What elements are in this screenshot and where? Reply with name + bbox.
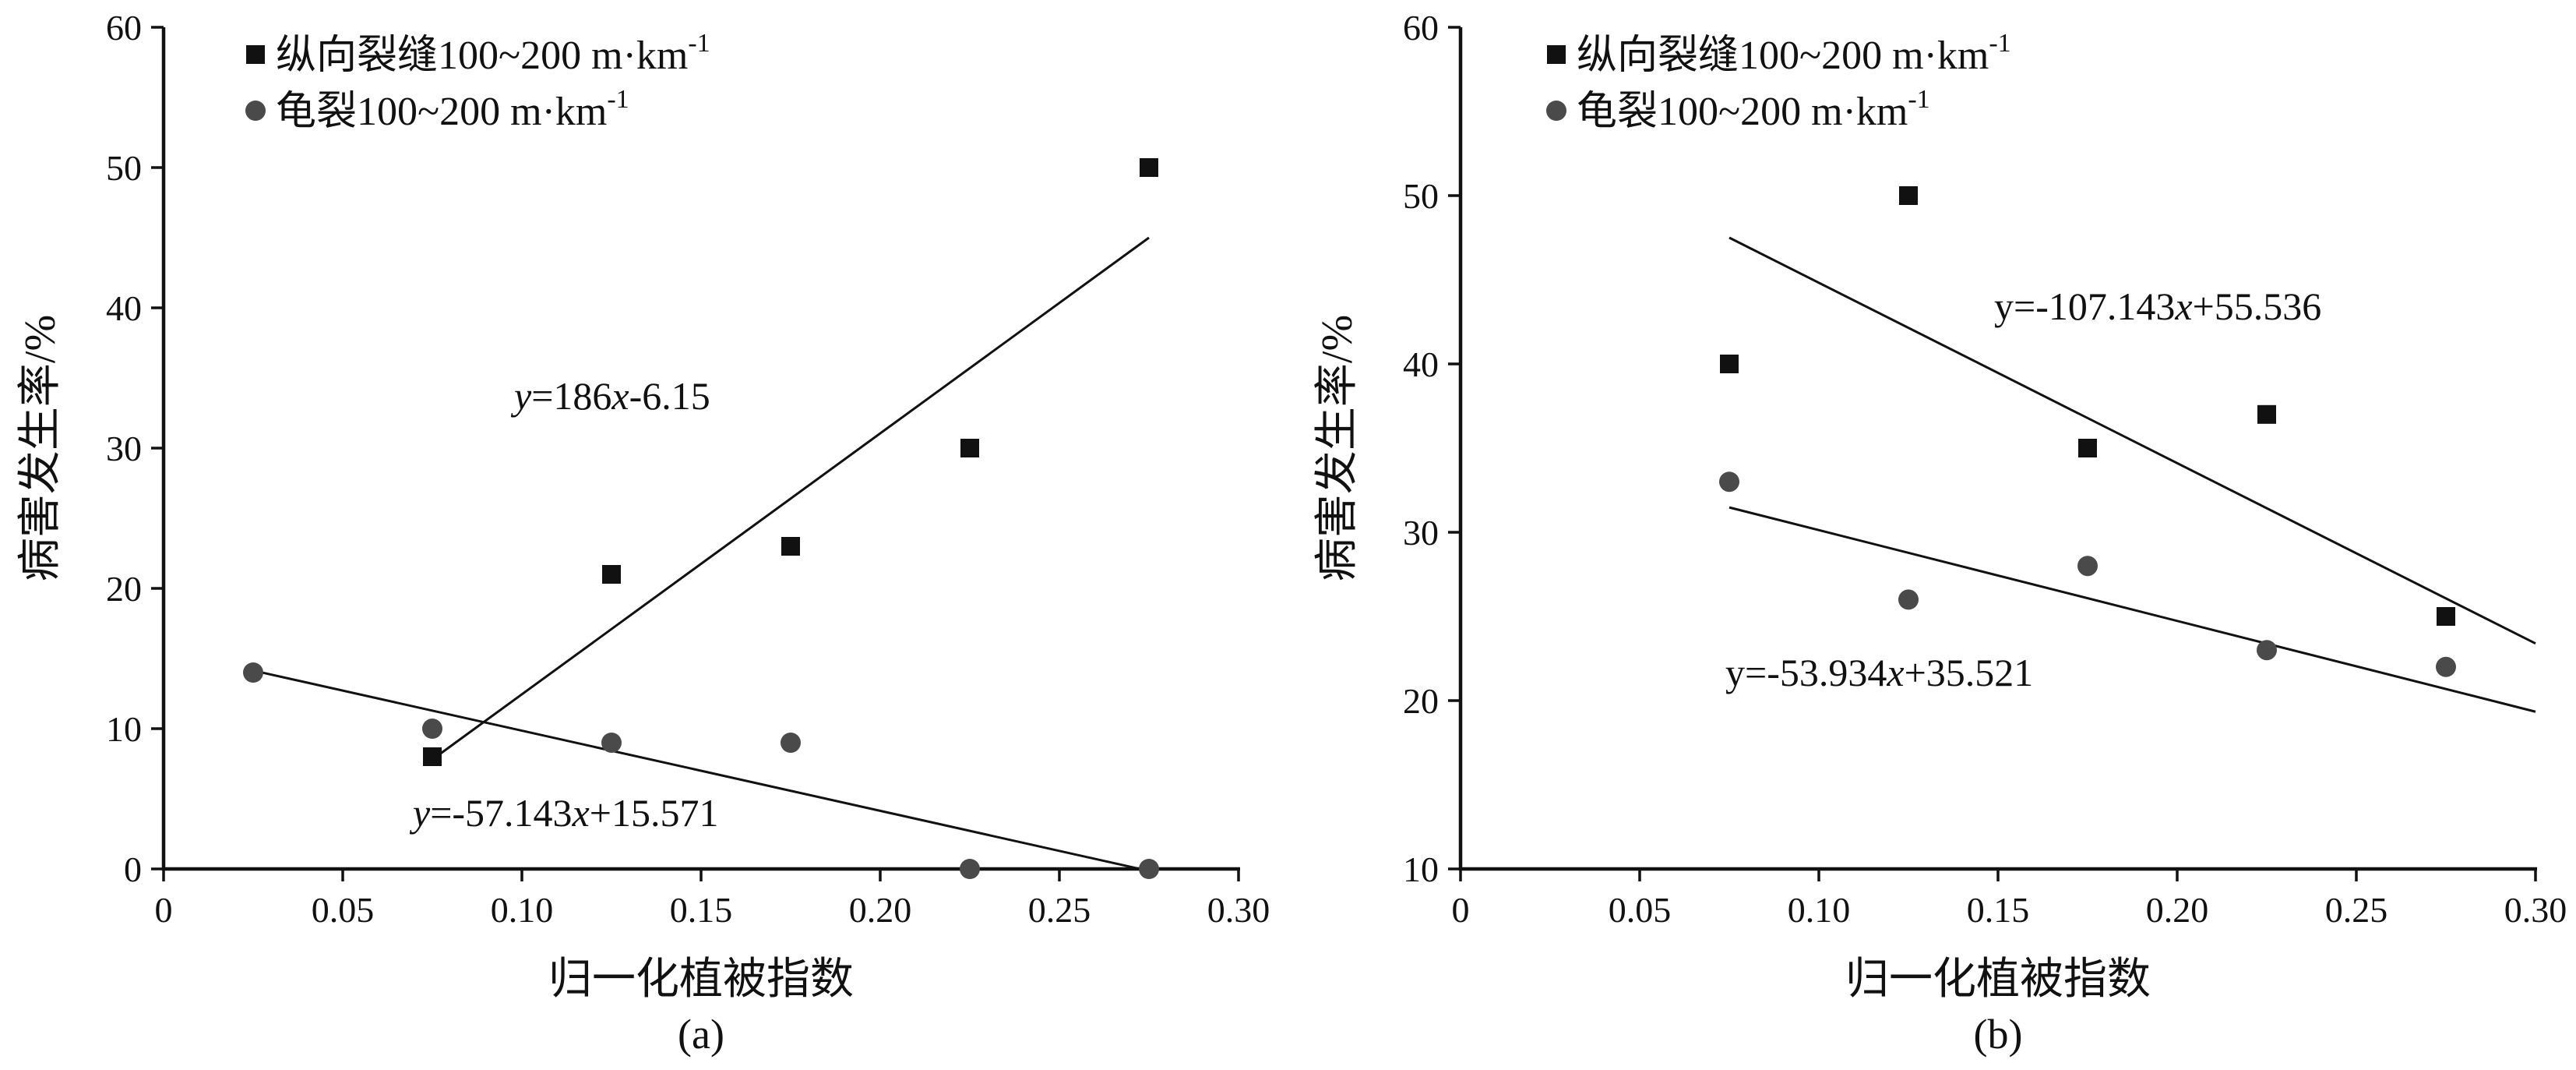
x-tick-label: 0.05 xyxy=(312,890,375,930)
data-point-circle xyxy=(960,859,980,879)
y-axis-title: 病害发生率/% xyxy=(16,315,65,581)
legend-marker-square xyxy=(1547,45,1566,64)
data-point-square xyxy=(2257,404,2276,424)
data-point-square xyxy=(1720,355,1739,373)
panel-caption: (a) xyxy=(678,1011,724,1058)
fit-line xyxy=(1728,506,2536,713)
legend-label: 纵向裂缝100~200 m·km-1 xyxy=(1577,29,2011,78)
y-tick-label: 10 xyxy=(1403,849,1439,889)
y-tick-label: 20 xyxy=(1403,681,1439,721)
equation-part: x xyxy=(1886,651,1904,694)
equation-part: +55.536 xyxy=(2193,284,2322,328)
data-point-square xyxy=(2437,607,2455,626)
data-point-circle xyxy=(1719,471,1739,493)
equation-part: =-57.143 xyxy=(430,791,572,835)
equation-part: y xyxy=(409,791,431,835)
y-tick-label: 50 xyxy=(106,148,142,188)
x-axis-title: 归一化植被指数 xyxy=(548,955,854,1004)
data-point-square xyxy=(960,439,979,457)
data-point-circle xyxy=(1139,859,1159,879)
legend-marker-circle xyxy=(245,101,266,121)
data-point-circle xyxy=(243,662,263,683)
y-tick-label: 40 xyxy=(106,288,142,328)
data-point-square xyxy=(1140,158,1158,177)
x-tick-label: 0 xyxy=(1452,890,1470,930)
panel-a: 0 0.05 0.10 0.15 0.20 0.25 0.30 0 10 20 30 40 50 60 归一… xyxy=(16,8,1270,1058)
legend-superscript: -1 xyxy=(607,85,629,114)
x-tick-label: 0 xyxy=(155,890,173,930)
equation-part: +15.571 xyxy=(590,791,719,835)
panel-caption: (b) xyxy=(1974,1011,2023,1058)
x-tick-label: 0.05 xyxy=(1609,890,1672,930)
legend-label: 龟裂100~200 m·km-1 xyxy=(276,85,629,134)
data-point-circle xyxy=(2077,556,2098,577)
y-tick-label: 60 xyxy=(106,8,142,48)
x-tick-label: 0.30 xyxy=(1207,890,1270,930)
equation-part: y=-107.143 xyxy=(1994,284,2175,328)
equation-part: -6.15 xyxy=(629,374,710,418)
data-point-square xyxy=(781,537,800,556)
equation-part: y=-53.934 xyxy=(1725,651,1887,694)
y-tick-label: 40 xyxy=(1403,344,1439,384)
x-tick-label: 0.20 xyxy=(2146,890,2209,930)
equation-part: +35.521 xyxy=(1905,651,2034,694)
x-tick-label: 0.15 xyxy=(670,890,733,930)
x-tick-label: 0.25 xyxy=(1028,890,1091,930)
legend-marker-circle xyxy=(1546,101,1566,121)
legend-label: 龟裂100~200 m·km-1 xyxy=(1577,85,1930,134)
data-point-square xyxy=(1899,186,1918,205)
fit-equation: y=-57.143x+15.571 xyxy=(409,791,718,835)
y-tick-label: 20 xyxy=(106,569,142,609)
equation-part: y xyxy=(510,374,532,418)
legend-label: 纵向裂缝100~200 m·km-1 xyxy=(276,29,710,78)
x-axis-title: 归一化植被指数 xyxy=(1845,955,2151,1004)
data-point-square xyxy=(423,747,442,766)
legend-superscript: -1 xyxy=(688,29,710,58)
data-point-circle xyxy=(781,733,801,753)
legend-text: 龟裂100~200 m·km xyxy=(1577,90,1908,134)
fit-equation: y=186x-6.15 xyxy=(510,374,710,418)
fit-equation: y=-53.934x+35.521 xyxy=(1725,651,2033,694)
data-point-circle xyxy=(2257,640,2277,661)
legend-marker-square xyxy=(246,45,265,64)
equation-part: x xyxy=(2174,284,2192,328)
y-tick-label: 50 xyxy=(1403,176,1439,216)
equation-part: x xyxy=(611,374,629,418)
data-point-square xyxy=(2078,439,2097,457)
data-point-circle xyxy=(1898,589,1919,610)
y-tick-label: 10 xyxy=(106,709,142,749)
x-tick-label: 0.20 xyxy=(849,890,912,930)
legend-superscript: -1 xyxy=(1908,85,1929,114)
y-tick-label: 30 xyxy=(1403,513,1439,553)
equation-part: x xyxy=(572,791,590,835)
data-point-circle xyxy=(601,733,622,753)
equation-part: =186 xyxy=(531,374,611,418)
fit-line xyxy=(1728,236,2536,645)
legend-text: 纵向裂缝100~200 m·km xyxy=(1577,34,1989,78)
legend-text: 纵向裂缝100~200 m·km xyxy=(276,34,688,78)
data-point-square xyxy=(602,565,621,584)
y-tick-label: 60 xyxy=(1403,8,1439,48)
x-tick-label: 0.10 xyxy=(1788,890,1851,930)
data-point-circle xyxy=(2436,656,2456,677)
x-tick-label: 0.30 xyxy=(2504,890,2567,930)
legend-text: 龟裂100~200 m·km xyxy=(276,90,607,134)
y-tick-label: 30 xyxy=(106,429,142,468)
data-point-circle xyxy=(422,719,442,739)
legend-superscript: -1 xyxy=(1989,29,2010,58)
x-tick-label: 0.10 xyxy=(491,890,554,930)
panel-b: 0 0.05 0.10 0.15 0.20 0.25 0.30 10 20 30 40 50 60 归一化… xyxy=(1313,8,2567,1058)
y-axis-title: 病害发生率/% xyxy=(1313,315,1362,581)
x-tick-label: 0.15 xyxy=(1967,890,2030,930)
y-tick-label: 0 xyxy=(124,849,142,889)
x-tick-label: 0.25 xyxy=(2325,890,2388,930)
fit-line xyxy=(252,669,1150,873)
fit-equation: y=-107.143x+55.536 xyxy=(1994,284,2321,328)
fit-line xyxy=(432,236,1150,761)
